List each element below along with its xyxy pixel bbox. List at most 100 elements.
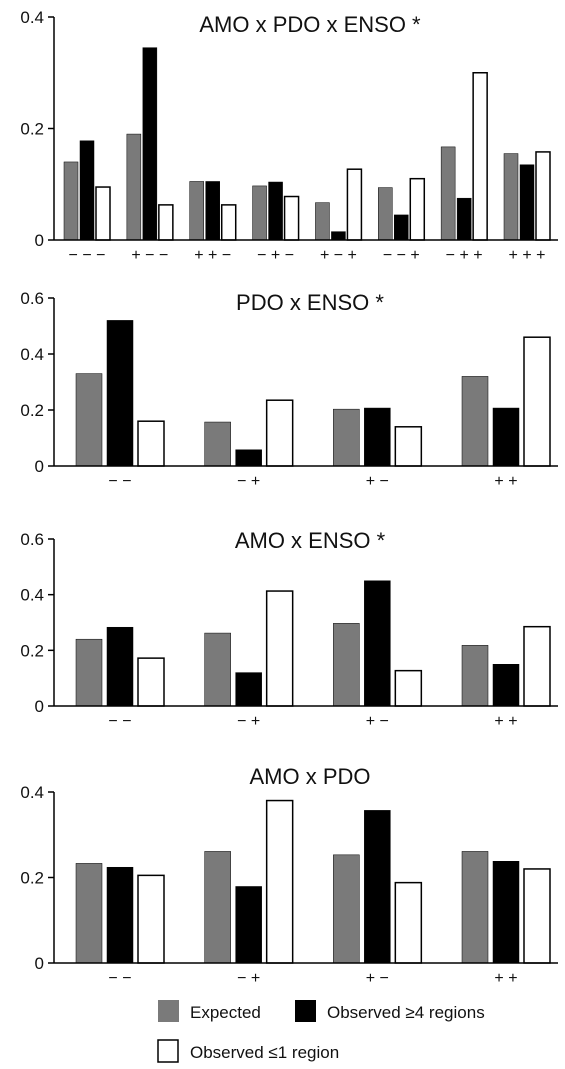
bar-expected [333, 623, 360, 707]
x-tick-label: − − + [383, 247, 420, 264]
bar-observed-4-regions [142, 47, 158, 241]
bar-observed-1-region [523, 868, 551, 964]
x-tick-label: − + + [446, 247, 483, 264]
bar-expected [189, 181, 204, 241]
bar-observed-1-region [394, 881, 423, 964]
bar-expected [204, 421, 231, 467]
bar-group [75, 580, 551, 707]
bar-expected [461, 376, 489, 467]
bar-expected [315, 202, 330, 241]
bar-observed-1-region [394, 426, 423, 467]
y-tick-label: 0 [35, 231, 44, 250]
bar-expected [204, 851, 231, 964]
x-tick-label: + + [494, 473, 517, 490]
y-tick-label: 0.4 [20, 783, 44, 802]
x-tick-label: + − − [131, 247, 168, 264]
bar-observed-4-regions [364, 580, 391, 707]
bar-group [75, 799, 551, 964]
y-tick-label: 0 [35, 457, 44, 476]
bar-observed-4-regions [235, 672, 262, 707]
bar-observed-1-region [95, 186, 111, 241]
bar-observed-4-regions [106, 866, 134, 964]
x-tick-label: + − + [320, 247, 357, 264]
bar-observed-4-regions [492, 407, 520, 467]
bar-observed-4-regions [394, 214, 409, 241]
bar-observed-4-regions [331, 231, 346, 241]
bar-observed-4-regions [492, 861, 520, 964]
bar-expected [461, 851, 489, 964]
axes: 0 0.2 0.4 − − − + + − + + [20, 783, 558, 987]
bar-observed-1-region [472, 72, 488, 241]
chart-panel-amo-pdo-enso: AMO x PDO x ENSO * 0 0.2 0.4 − − − + − − + + … [20, 8, 558, 264]
bar-expected [75, 863, 103, 964]
y-tick-label: 0.2 [20, 120, 44, 139]
bar-observed-1-region [137, 420, 165, 467]
axes: 0 0.2 0.4 0.6 − − − + + − + + [20, 530, 558, 730]
chart-title: AMO x PDO [249, 764, 370, 789]
chart-title: AMO x ENSO * [235, 528, 386, 553]
legend: Expected Observed ≥4 regions Observed ≤1… [157, 1000, 485, 1063]
y-tick-label: 0 [35, 697, 44, 716]
x-tick-label: − − [108, 970, 131, 987]
x-tick-label: + − [366, 713, 389, 730]
bar-group [63, 47, 551, 241]
y-tick-label: 0.6 [20, 289, 44, 308]
bar-observed-1-region [346, 168, 363, 241]
bar-observed-1-region [409, 177, 426, 241]
legend-label-observed-4: Observed ≥4 regions [327, 1003, 485, 1022]
bar-expected [252, 185, 267, 241]
bar-expected [204, 632, 231, 707]
bar-expected [333, 408, 360, 467]
y-tick-label: 0.6 [20, 530, 44, 549]
x-tick-label: − − [108, 473, 131, 490]
x-tick-label: − + − [257, 247, 294, 264]
chart-title: AMO x PDO x ENSO * [199, 12, 421, 37]
bar-observed-4-regions [456, 197, 472, 241]
bar-observed-4-regions [235, 886, 262, 964]
x-tick-label: + + [494, 970, 517, 987]
legend-swatch-observed-4 [295, 1000, 316, 1022]
legend-swatch-expected [158, 1000, 179, 1022]
y-tick-label: 0.2 [20, 641, 44, 660]
x-tick-label: + + [494, 713, 517, 730]
bar-expected [461, 645, 489, 707]
bar-observed-1-region [265, 799, 294, 964]
bar-observed-1-region [523, 625, 551, 707]
bar-expected [503, 153, 519, 241]
bar-observed-1-region [137, 874, 165, 964]
x-tick-label: − − [108, 713, 131, 730]
bar-expected [378, 187, 393, 241]
bar-observed-1-region [265, 590, 294, 707]
axes: 0 0.2 0.4 0.6 − − − + + − + + [20, 289, 558, 490]
bar-observed-4-regions [79, 140, 95, 241]
axes: 0 0.2 0.4 − − − + − − + + − − + − + − + − − + − +… [20, 8, 558, 264]
legend-label-expected: Expected [190, 1003, 261, 1022]
bar-observed-4-regions [492, 664, 520, 707]
bar-observed-1-region [283, 195, 300, 241]
x-tick-label: − + [237, 713, 260, 730]
bar-observed-4-regions [519, 164, 535, 241]
bar-observed-4-regions [364, 407, 391, 467]
bar-expected [75, 638, 103, 707]
bar-observed-1-region [220, 204, 237, 241]
bar-observed-1-region [535, 151, 551, 241]
x-tick-label: + + + [509, 247, 546, 264]
bar-observed-1-region [265, 399, 294, 467]
bar-observed-1-region [394, 669, 423, 707]
bar-observed-4-regions [235, 449, 262, 467]
x-tick-label: − − − [69, 247, 106, 264]
bar-observed-4-regions [268, 181, 283, 241]
chart-panel-amo-pdo: AMO x PDO 0 0.2 0.4 − − − + + − + + [20, 764, 558, 987]
x-tick-label: − + [237, 473, 260, 490]
legend-label-observed-1: Observed ≤1 region [190, 1043, 339, 1062]
y-tick-label: 0.4 [20, 345, 44, 364]
bar-expected [333, 854, 360, 964]
bar-observed-1-region [158, 204, 174, 241]
bar-observed-4-regions [364, 810, 391, 964]
bar-expected [440, 146, 456, 241]
bar-observed-1-region [137, 657, 165, 707]
legend-swatch-observed-1 [157, 1039, 179, 1063]
bar-observed-4-regions [106, 626, 134, 707]
y-tick-label: 0.2 [20, 401, 44, 420]
